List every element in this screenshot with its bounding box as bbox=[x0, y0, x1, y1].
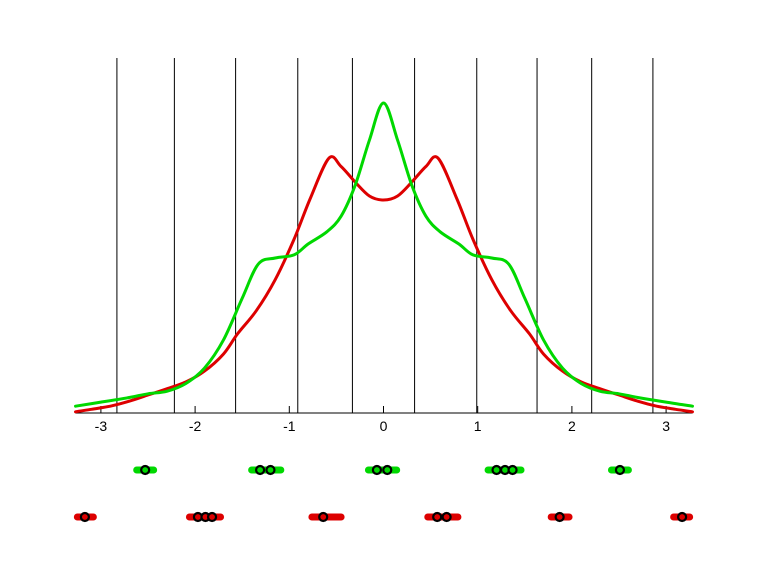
x-tick-label: -2 bbox=[189, 418, 202, 434]
rug-point-green-sample-points bbox=[614, 464, 626, 476]
x-tick-label: 2 bbox=[568, 418, 576, 434]
x-tick-label: 3 bbox=[662, 418, 670, 434]
x-tick-label: -3 bbox=[95, 418, 108, 434]
x-tick-label: -1 bbox=[283, 418, 296, 434]
rug-point-green-sample-points bbox=[371, 464, 383, 476]
rug-point-red-sample-points bbox=[432, 511, 443, 523]
curve-kde-red-bimodal bbox=[74, 155, 694, 414]
x-tick-label: 1 bbox=[474, 418, 482, 434]
curve-kde-green-unimodal bbox=[74, 101, 694, 408]
rug-point-red-sample-points bbox=[554, 511, 565, 523]
x-tick-label: 0 bbox=[380, 418, 388, 434]
rug-point-red-sample-points bbox=[677, 511, 688, 523]
rug-point-green-sample-points bbox=[265, 464, 276, 476]
rug-point-green-sample-points bbox=[140, 464, 151, 476]
rug-point-green-sample-points bbox=[507, 464, 518, 476]
rug-point-green-sample-points bbox=[254, 464, 266, 476]
rug-point-red-sample-points bbox=[79, 511, 90, 523]
rug-point-green-sample-points bbox=[382, 464, 393, 476]
rug-point-red-sample-points bbox=[441, 511, 452, 523]
rug-point-green-sample-points bbox=[491, 464, 502, 476]
rug-point-red-sample-points bbox=[206, 511, 218, 523]
rug-point-red-sample-points bbox=[318, 511, 329, 523]
